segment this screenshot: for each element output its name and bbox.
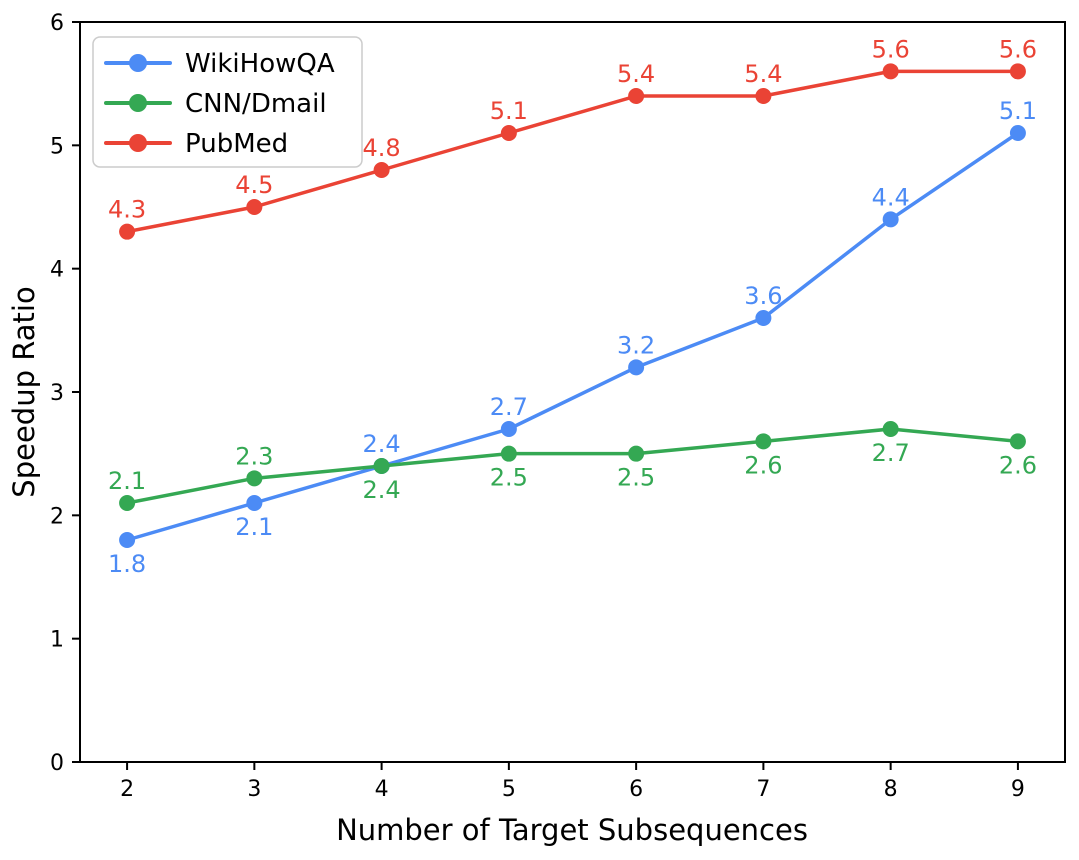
data-point-label-cnn-dmail: 2.1 [108,467,146,495]
data-point-pubmed [882,63,899,80]
data-point-cnn-dmail [628,445,645,462]
x-tick-label: 7 [756,777,770,802]
data-point-label-wikihowqa: 3.6 [744,282,782,310]
data-point-wikihowqa [500,421,517,437]
y-tick-label: 3 [50,381,64,406]
y-tick-label: 5 [50,134,64,159]
legend-label-cnn-dmail: CNN/Dmail [185,89,327,119]
data-point-label-wikihowqa: 5.1 [999,97,1037,125]
data-point-cnn-dmail [373,458,390,474]
series-line-wikihowqa [125,131,1020,542]
data-point-label-wikihowqa: 3.2 [617,331,655,359]
data-point-label-pubmed: 5.4 [744,60,782,88]
x-tick-label: 4 [375,777,389,802]
data-point-label-wikihowqa: 2.4 [363,430,401,458]
legend-marker-wikihowqa [129,54,147,72]
data-point-label-wikihowqa: 1.8 [108,550,146,578]
y-tick-label: 2 [50,504,64,529]
data-point-wikihowqa [119,532,136,548]
data-point-cnn-dmail [246,470,263,487]
data-point-cnn-dmail [882,421,899,437]
data-point-label-pubmed: 4.5 [235,171,273,199]
y-tick-label: 4 [50,258,64,283]
series-line-pubmed [125,69,1020,234]
series-group: 1.8 2.1 2.4 2.7 3.2 3.6 4.4 5.1 2.1 2.3 2.4 2.5 2.5 2… [108,35,1037,578]
data-point-cnn-dmail [755,433,772,450]
x-tick-label: 6 [629,777,643,802]
data-point-wikihowqa [882,211,899,228]
data-point-pubmed [755,88,772,104]
data-point-label-cnn-dmail: 2.6 [999,451,1037,479]
y-tick-label: 0 [50,751,64,776]
data-point-label-cnn-dmail: 2.3 [235,442,273,470]
data-point-pubmed [246,199,263,215]
legend-item-cnn-dmail: CNN/Dmail [104,89,327,119]
y-tick-label: 1 [50,628,64,653]
data-point-wikihowqa [628,359,645,376]
x-tick-label: 5 [502,777,516,802]
x-tick-label: 9 [1011,777,1025,802]
y-tick-label: 6 [50,11,64,36]
legend: WikiHowQA CNN/Dmail PubMed [92,36,363,168]
data-point-label-pubmed: 5.6 [999,35,1037,63]
data-point-label-wikihowqa: 2.1 [235,513,273,541]
data-point-label-wikihowqa: 2.7 [490,393,528,421]
data-point-cnn-dmail [1009,433,1026,450]
data-point-wikihowqa [1009,125,1026,141]
data-point-label-pubmed: 5.4 [617,60,655,88]
data-point-wikihowqa [246,495,263,511]
data-point-wikihowqa [755,310,772,326]
x-axis-title: Number of Target Subsequences [336,813,808,847]
y-axis-title: Speedup Ratio [7,286,41,497]
data-point-label-pubmed: 5.1 [490,97,528,125]
data-point-label-pubmed: 4.3 [108,196,146,224]
data-point-label-pubmed: 5.6 [872,35,910,63]
data-point-label-cnn-dmail: 2.7 [872,439,910,467]
data-point-pubmed [119,223,136,240]
data-point-label-wikihowqa: 4.4 [872,183,910,211]
series-line-cnn-dmail [125,427,1020,505]
data-point-label-cnn-dmail: 2.5 [617,464,655,492]
legend-marker-pubmed [129,134,147,152]
legend-label-pubmed: PubMed [185,129,288,159]
data-point-label-cnn-dmail: 2.6 [744,451,782,479]
axis-ticks: 2 3 4 5 6 7 8 9 0 1 2 3 4 5 6 [50,11,1025,802]
legend-item-pubmed: PubMed [104,129,288,159]
legend-item-wikihowqa: WikiHowQA [104,49,335,79]
data-point-pubmed [500,125,517,141]
data-point-pubmed [1009,63,1026,80]
data-point-pubmed [628,88,645,104]
data-point-label-pubmed: 4.8 [363,134,401,162]
x-tick-label: 2 [120,777,134,802]
data-point-pubmed [373,162,390,178]
legend-box [92,36,363,168]
data-point-label-cnn-dmail: 2.4 [363,476,401,504]
x-tick-label: 8 [884,777,898,802]
legend-marker-cnn-dmail [129,94,147,112]
legend-label-wikihowqa: WikiHowQA [185,49,335,79]
data-point-label-cnn-dmail: 2.5 [490,464,528,492]
data-point-cnn-dmail [119,495,136,511]
x-tick-label: 3 [247,777,261,802]
data-point-cnn-dmail [500,445,517,462]
